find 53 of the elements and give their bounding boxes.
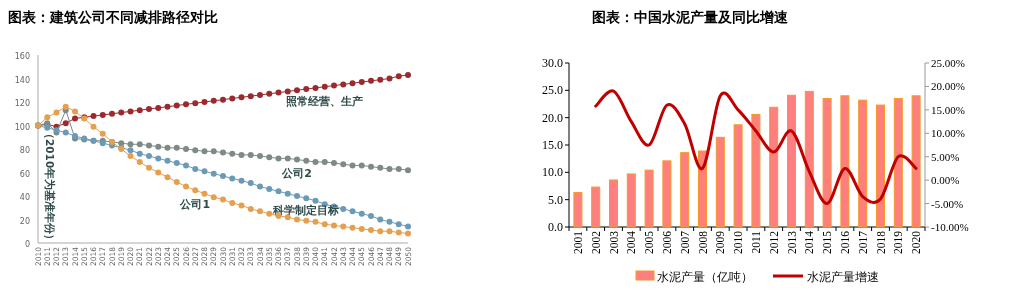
y2-tick-label: 10.00% — [931, 127, 965, 140]
x-tick-label: 2003 — [607, 230, 620, 254]
y2-tick-label: 5.00% — [931, 150, 960, 163]
x-tick-label: 2020 — [910, 230, 923, 254]
y-tick-label: 30.0 — [542, 56, 563, 70]
y-tick-label: 20.0 — [542, 110, 563, 125]
x-tick-label: 2010 — [732, 230, 745, 254]
y-tick-label: 140 — [14, 75, 30, 85]
y-tick-label: 60 — [19, 169, 30, 179]
legend-label: 水泥产量（亿吨） — [657, 269, 753, 284]
x-tick-label: 2002 — [589, 230, 602, 254]
y-axis-title: （2010年为基准年份） — [43, 127, 56, 246]
x-tick-label: 2016 — [838, 230, 851, 254]
y-tick-label: 10.0 — [542, 165, 563, 180]
y-tick-label: 20 — [19, 216, 30, 226]
y-tick-label: 0 — [24, 240, 30, 249]
series-label: 科学制定目标 — [272, 204, 340, 218]
x-tick-label: 2008 — [696, 230, 709, 254]
y-tick-label: 0.0 — [548, 220, 563, 234]
x-tick-label: 2017 — [856, 230, 869, 254]
chart-title: 图表：中国水泥产量及同比增速 — [592, 9, 789, 25]
y2-tick-label: 15.00% — [931, 103, 965, 116]
y2-tick-label: -5.00% — [931, 197, 964, 210]
y-tick-label: 120 — [14, 99, 30, 108]
y2-tick-label: 20.00% — [931, 80, 965, 93]
y2-tick-label: 25.00% — [931, 57, 965, 69]
y2-tick-label: 0.00% — [931, 174, 960, 187]
y-tick-label: 5.0 — [548, 192, 563, 207]
x-tick-label: 2011 — [749, 230, 762, 254]
y-tick-label: 80 — [19, 146, 30, 155]
x-tick-label: 2009 — [714, 230, 727, 254]
series-label: 公司1 — [179, 198, 211, 212]
x-tick-label: 2015 — [821, 230, 834, 254]
x-tick-label: 2018 — [874, 230, 887, 254]
x-tick-label: 2001 — [571, 230, 584, 254]
y-tick-label: 25.0 — [542, 83, 563, 98]
x-tick-label: 2007 — [678, 230, 691, 254]
legend-label: 水泥产量增速 — [807, 269, 879, 284]
x-tick-label: 2014 — [803, 230, 816, 254]
x-tick-label: 2013 — [785, 230, 798, 254]
y-tick-label: 15.0 — [542, 138, 563, 152]
series-label: 公司2 — [281, 166, 312, 180]
x-tick-label: 2019 — [892, 230, 905, 254]
chart-title: 图表：建筑公司不同减排路径对比 — [8, 9, 218, 25]
x-tick-label: 2006 — [660, 230, 673, 254]
series-label: 照常经营、生产 — [286, 94, 364, 108]
y-tick-label: 160 — [14, 52, 30, 61]
y-tick-label: 40 — [19, 193, 30, 202]
x-tick-label: 2005 — [643, 230, 656, 254]
y-tick-label: 100 — [14, 122, 30, 132]
x-tick-label: 2012 — [767, 230, 780, 254]
x-tick-label: 2004 — [625, 230, 638, 254]
y2-tick-label: -10.00% — [931, 221, 969, 233]
